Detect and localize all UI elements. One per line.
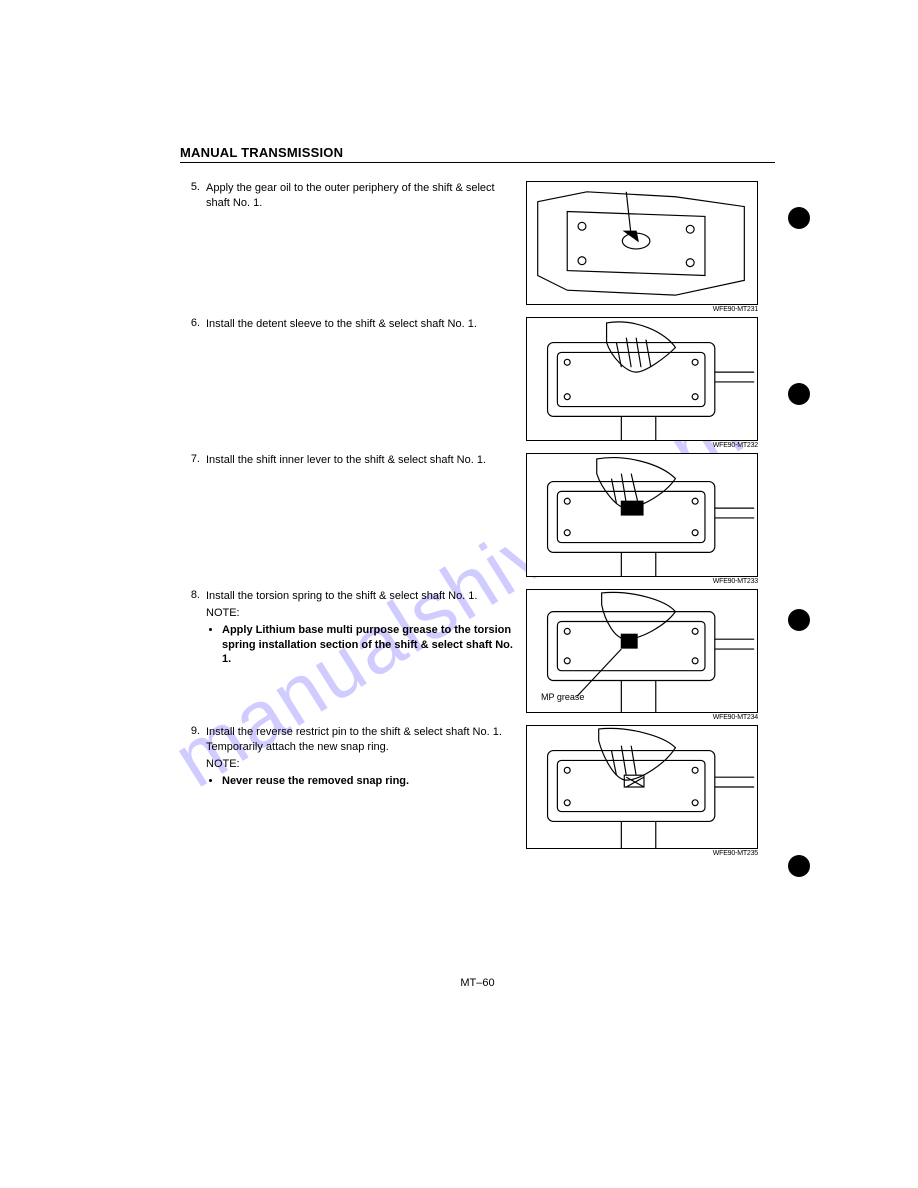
- step-text: Install the shift inner lever to the shi…: [206, 453, 526, 468]
- punch-hole: [788, 207, 810, 229]
- step-number: 7.: [180, 453, 206, 465]
- figure-box: [526, 453, 758, 577]
- step-7: 7. Install the shift inner lever to the …: [180, 453, 775, 585]
- figure-box: [526, 317, 758, 441]
- step-number: 6.: [180, 317, 206, 329]
- figure-inline-label: MP grease: [541, 692, 584, 702]
- note-label: NOTE:: [206, 606, 516, 621]
- step-text: Install the detent sleeve to the shift &…: [206, 317, 526, 332]
- step-number: 9.: [180, 725, 206, 737]
- figure-caption: WFE90-MT231: [526, 306, 758, 313]
- step-number: 8.: [180, 589, 206, 601]
- figure-9: WFE90-MT235: [526, 725, 758, 857]
- step-main-text: Install the reverse restrict pin to the …: [206, 726, 502, 753]
- punch-hole: [788, 609, 810, 631]
- figure-caption: WFE90-MT234: [526, 714, 758, 721]
- figure-8: MP grease WFE90-MT234: [526, 589, 758, 721]
- step-main-text: Install the torsion spring to the shift …: [206, 590, 477, 602]
- step-5: 5. Apply the gear oil to the outer perip…: [180, 181, 775, 313]
- figure-7: WFE90-MT233: [526, 453, 758, 585]
- figure-box: [526, 725, 758, 849]
- lineart-icon: [527, 182, 757, 304]
- figure-caption: WFE90-MT233: [526, 578, 758, 585]
- step-text: Apply the gear oil to the outer peripher…: [206, 181, 526, 211]
- section-title: MANUAL TRANSMISSION: [180, 145, 775, 163]
- page-content: MANUAL TRANSMISSION 5. Apply the gear oi…: [180, 145, 775, 861]
- step-9: 9. Install the reverse restrict pin to t…: [180, 725, 775, 857]
- figure-box: MP grease: [526, 589, 758, 713]
- figure-caption: WFE90-MT232: [526, 442, 758, 449]
- step-bullet: Apply Lithium base multi purpose grease …: [222, 623, 516, 668]
- figure-5: WFE90-MT231: [526, 181, 758, 313]
- lineart-icon: [527, 454, 757, 576]
- figure-caption: WFE90-MT235: [526, 850, 758, 857]
- note-label: NOTE:: [206, 757, 516, 772]
- figure-6: WFE90-MT232: [526, 317, 758, 449]
- figure-box: [526, 181, 758, 305]
- punch-hole: [788, 383, 810, 405]
- lineart-icon: [527, 726, 757, 848]
- step-bullet: Never reuse the removed snap ring.: [222, 774, 516, 789]
- punch-hole: [788, 855, 810, 877]
- page-footer: MT–60: [180, 977, 775, 989]
- step-8: 8. Install the torsion spring to the shi…: [180, 589, 775, 721]
- step-number: 5.: [180, 181, 206, 193]
- step-text: Install the torsion spring to the shift …: [206, 589, 526, 667]
- lineart-icon: [527, 318, 757, 440]
- step-6: 6. Install the detent sleeve to the shif…: [180, 317, 775, 449]
- step-text: Install the reverse restrict pin to the …: [206, 725, 526, 788]
